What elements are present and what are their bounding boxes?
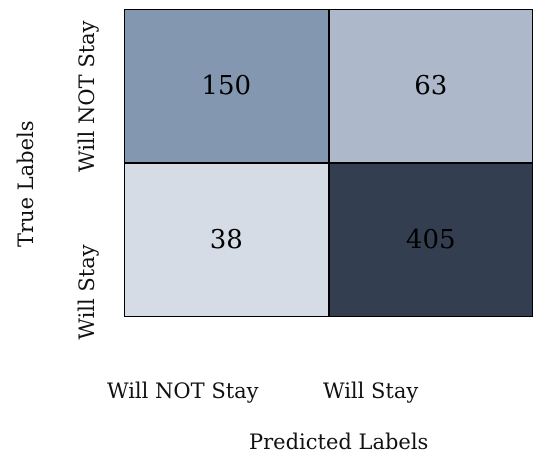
- x-axis-label: Predicted Labels: [249, 430, 429, 454]
- matrix-cell-r0-c0: 150: [124, 9, 329, 163]
- cell-value: 38: [209, 225, 243, 255]
- matrix-cell-r1-c0: 38: [124, 163, 329, 317]
- cell-value: 150: [201, 71, 252, 101]
- cell-value: 405: [405, 225, 456, 255]
- y-axis-label: True Labels: [14, 120, 38, 247]
- confusion-matrix: 150 63 38 405: [124, 9, 533, 317]
- x-tick-label-will-stay: Will Stay: [323, 379, 419, 403]
- x-tick-label-will-not-stay: Will NOT Stay: [107, 379, 259, 403]
- y-tick-label-will-not-stay: Will NOT Stay: [75, 20, 99, 172]
- y-tick-label-will-stay: Will Stay: [75, 244, 99, 340]
- cell-value: 63: [414, 71, 448, 101]
- matrix-cell-r0-c1: 63: [328, 9, 533, 163]
- matrix-cell-r1-c1: 405: [328, 163, 533, 317]
